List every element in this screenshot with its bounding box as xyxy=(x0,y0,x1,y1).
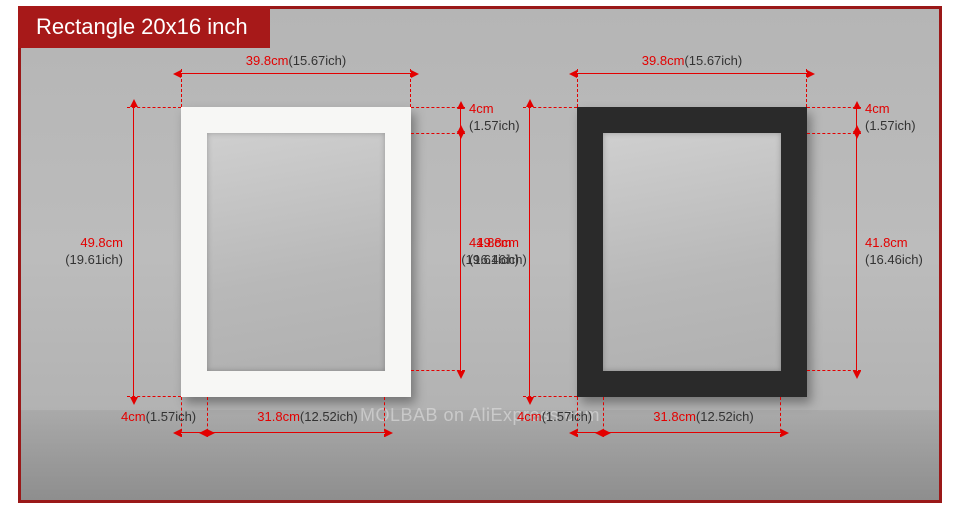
dim-border-top xyxy=(460,103,461,137)
ext-line xyxy=(523,107,577,108)
ext-line xyxy=(127,107,181,108)
label-border-top: 4cm (1.57ich) xyxy=(469,101,520,135)
label-inner-width: 31.8cm(12.52ich) xyxy=(653,409,753,426)
label-outer-height: 49.8cm (19.61ich) xyxy=(65,235,123,269)
label-inner-height: 41.8cm (16.46ich) xyxy=(865,235,923,269)
dim-inner-width xyxy=(597,432,787,433)
label-outer-width: 39.8cm(15.67ich) xyxy=(246,53,346,70)
title-tab: Rectangle 20x16 inch xyxy=(18,6,270,48)
stage: MOLBAB on AliExpress.com 39.8cm(15.67ich… xyxy=(21,9,939,500)
title-text: Rectangle 20x16 inch xyxy=(36,14,248,39)
dim-border-left xyxy=(175,432,213,433)
dim-border-left xyxy=(571,432,609,433)
label-border-left: 4cm(1.57ich) xyxy=(517,409,592,426)
ext-line xyxy=(577,69,578,107)
ext-line xyxy=(181,69,182,107)
white-frame-group: 39.8cm(15.67ich) 49.8cm (19.61ich) 41.8c… xyxy=(181,107,411,397)
ext-line xyxy=(411,107,465,108)
dim-outer-height xyxy=(133,101,134,403)
white-frame-dimensions: 39.8cm(15.67ich) 49.8cm (19.61ich) 41.8c… xyxy=(181,107,411,397)
dim-outer-height xyxy=(529,101,530,403)
dim-outer-width xyxy=(175,73,417,74)
label-border-left: 4cm(1.57ich) xyxy=(121,409,196,426)
dim-outer-width xyxy=(571,73,813,74)
dim-border-top xyxy=(856,103,857,137)
dim-inner-width xyxy=(201,432,391,433)
dim-inner-height xyxy=(856,127,857,377)
black-frame-group: 39.8cm(15.67ich) 49.8cm (19.61ich) 41.8c… xyxy=(577,107,807,397)
ext-line xyxy=(807,107,861,108)
label-outer-width: 39.8cm(15.67ich) xyxy=(642,53,742,70)
black-frame-dimensions: 39.8cm(15.67ich) 49.8cm (19.61ich) 41.8c… xyxy=(577,107,807,397)
label-outer-height: 49.8cm (19.61ich) xyxy=(461,235,519,269)
label-border-top: 4cm (1.57ich) xyxy=(865,101,916,135)
label-inner-width: 31.8cm(12.52ich) xyxy=(257,409,357,426)
